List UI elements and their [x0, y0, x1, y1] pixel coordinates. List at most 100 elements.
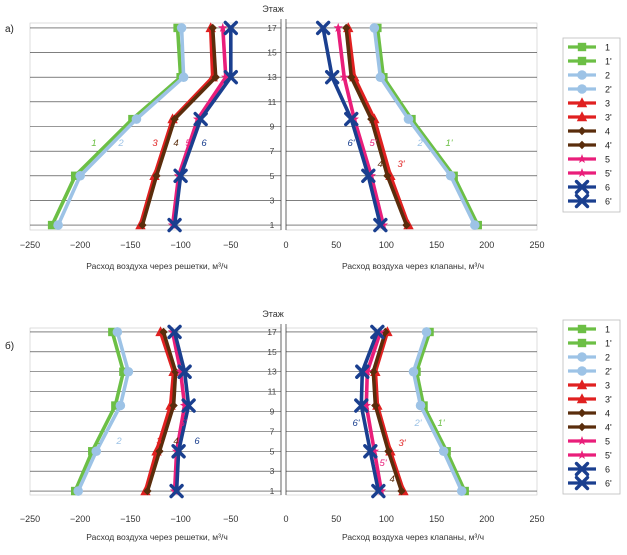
x-tick-label-right: 0 — [283, 240, 288, 250]
panel-label: а) — [5, 24, 14, 35]
legend-item: 3' — [568, 111, 612, 123]
legend-label: 2' — [605, 85, 612, 95]
legend-swatch-marker — [577, 338, 587, 348]
x-tick-label-right: 250 — [529, 514, 544, 524]
floor-tick-label: 15 — [267, 347, 277, 357]
legend-swatch-marker — [574, 179, 590, 195]
legend-item: 4' — [568, 141, 612, 151]
legend-label: 5' — [605, 169, 612, 179]
legend-label: 5 — [605, 437, 610, 447]
series-5' — [333, 22, 389, 230]
inline-label-right: 3' — [398, 438, 406, 449]
legend-swatch-marker — [577, 436, 587, 445]
series-marker — [176, 23, 187, 33]
legend-label: 3' — [605, 395, 612, 405]
legend-item: 3 — [568, 97, 610, 109]
legend-label: 2' — [605, 367, 612, 377]
series-marker — [375, 327, 386, 336]
legend-swatch-marker — [577, 450, 587, 459]
legend-swatch-marker — [577, 126, 587, 136]
legend-label: 3 — [605, 99, 610, 109]
legend-item: 4 — [568, 409, 610, 419]
legend-swatch-marker — [574, 475, 590, 491]
legend-item: 2' — [568, 366, 612, 377]
legend-item: 6 — [568, 461, 610, 477]
series-marker — [143, 486, 152, 496]
legend-label: 6 — [605, 183, 610, 193]
series-marker — [339, 72, 349, 82]
legend-box — [562, 319, 621, 495]
x-tick-label-left: −200 — [70, 514, 90, 524]
inline-label-left: 3 — [156, 436, 162, 447]
series-marker — [155, 447, 164, 456]
inline-label-right: 2' — [416, 138, 425, 149]
inline-label-right: 5' — [379, 458, 387, 469]
series-marker — [70, 171, 80, 180]
inline-label-left: 1 — [95, 436, 100, 447]
series-2' — [408, 327, 467, 496]
x-axis-title-left: Расход воздуха через решетки, м³/ч — [86, 261, 228, 271]
legend-item: 3' — [568, 393, 612, 405]
series-marker — [131, 114, 142, 124]
series-marker — [173, 168, 188, 183]
x-tick-label-right: 150 — [429, 240, 444, 250]
legend-swatch-marker — [576, 393, 588, 404]
x-tick-label-right: 100 — [379, 514, 394, 524]
series-6 — [167, 324, 196, 499]
series-marker — [221, 72, 231, 82]
series-marker — [369, 23, 380, 33]
series-marker — [91, 446, 102, 457]
series-marker — [171, 367, 180, 376]
series-marker — [171, 444, 186, 459]
panel-label: б) — [5, 340, 14, 352]
legend-swatch-marker — [577, 324, 587, 334]
series-marker — [354, 398, 369, 413]
series-6' — [354, 324, 386, 499]
floor-tick-label: 13 — [267, 72, 277, 82]
series-marker — [53, 220, 63, 230]
series-2 — [73, 327, 134, 496]
series-marker — [181, 398, 196, 413]
legend-label: 6' — [605, 197, 612, 207]
floor-tick-label: 15 — [267, 48, 277, 58]
series-marker — [111, 401, 120, 410]
x-tick-label-left: −250 — [20, 240, 40, 250]
series-marker — [373, 217, 388, 233]
series-marker — [371, 483, 386, 499]
series-marker — [324, 70, 340, 85]
legend-item: 6' — [568, 475, 612, 491]
floor-tick-label: 1 — [270, 486, 275, 496]
legend-item: 5' — [568, 450, 612, 461]
legend-item: 2 — [568, 352, 610, 363]
inline-label-left: 5 — [185, 138, 191, 149]
floor-tick-label: 5 — [270, 446, 275, 456]
legend-swatch-marker — [577, 42, 587, 52]
legend-label: 1' — [605, 57, 612, 67]
x-tick-label-right: 200 — [479, 240, 494, 250]
series-marker — [177, 364, 192, 379]
series-marker — [208, 23, 217, 33]
series-marker — [369, 446, 380, 456]
legend-label: 2 — [605, 353, 610, 363]
legend-item: 1' — [568, 339, 612, 349]
legend-item: 6' — [568, 193, 612, 209]
inline-label-left: 1 — [91, 138, 96, 149]
series-marker — [192, 114, 203, 124]
legend-swatch-marker — [576, 111, 588, 122]
series-marker — [115, 400, 126, 411]
series-marker — [347, 73, 356, 82]
legend: 1 1' 2 2' 3 3' 4 4' 5 5' 6 6' — [562, 37, 621, 213]
series-marker — [378, 220, 389, 230]
legend-label: 1' — [605, 339, 612, 349]
floor-tick-label: 1 — [270, 220, 275, 230]
inline-label-right: 5' — [369, 138, 377, 149]
series-marker — [366, 170, 377, 180]
series-marker — [384, 447, 393, 456]
series-marker — [361, 400, 372, 410]
x-tick-label-left: −150 — [120, 240, 140, 250]
inline-label-right: 2' — [413, 418, 422, 429]
series-marker — [344, 111, 359, 127]
